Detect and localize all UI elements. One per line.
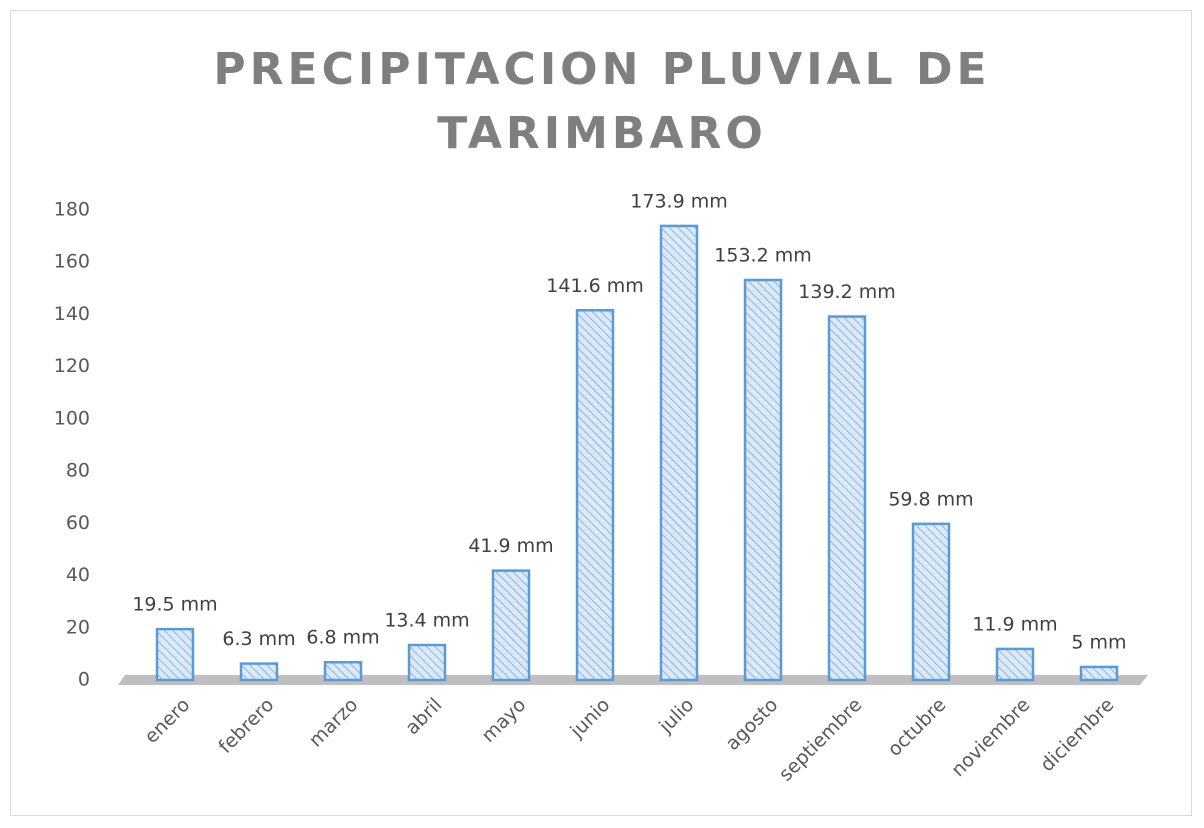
bar — [743, 278, 783, 682]
bar — [239, 662, 279, 682]
y-tick-label: 20 — [66, 616, 90, 638]
y-tick-label: 140 — [54, 303, 90, 325]
data-label: 13.4 mm — [384, 610, 469, 632]
bar — [575, 309, 615, 682]
x-tick-label: octubre — [883, 694, 950, 761]
data-label: 41.9 mm — [468, 535, 553, 557]
y-tick-label: 0 — [78, 669, 90, 691]
x-tick-label: abril — [401, 694, 446, 739]
x-tick-label: marzo — [305, 694, 363, 752]
bar — [827, 315, 867, 682]
bar — [659, 224, 699, 682]
x-tick-label: diciembre — [1036, 694, 1118, 776]
y-tick-label: 80 — [66, 460, 90, 482]
x-tick-label: julio — [654, 694, 698, 738]
chart-title: PRECIPITACION PLUVIAL DE TARIMBARO — [213, 44, 991, 159]
bar — [491, 569, 531, 682]
y-tick-label: 180 — [54, 199, 90, 221]
x-tick-label: agosto — [721, 694, 782, 755]
x-tick-label: noviembre — [947, 694, 1034, 781]
y-tick-label: 160 — [54, 251, 90, 273]
data-label: 5 mm — [1071, 631, 1126, 653]
y-tick-label: 60 — [66, 512, 90, 534]
bar — [911, 522, 951, 682]
x-tick-label: enero — [140, 694, 194, 748]
floor — [118, 675, 1148, 685]
bar — [323, 660, 363, 682]
data-label: 11.9 mm — [972, 613, 1057, 635]
bar — [1079, 665, 1119, 682]
data-label: 6.3 mm — [222, 628, 295, 650]
data-label: 19.5 mm — [132, 594, 217, 616]
data-label: 141.6 mm — [546, 275, 643, 297]
y-tick-label: 40 — [66, 564, 90, 586]
data-label: 153.2 mm — [714, 244, 811, 266]
chart-frame — [10, 10, 1192, 816]
x-tick-label: septiembre — [775, 694, 867, 786]
bar — [407, 643, 447, 682]
y-tick-label: 100 — [54, 407, 90, 429]
bar — [155, 627, 195, 682]
x-tick-label: junio — [565, 694, 614, 743]
x-tick-label: febrero — [214, 694, 278, 758]
bar — [995, 647, 1035, 682]
data-label: 6.8 mm — [306, 627, 379, 649]
x-tick-label: mayo — [477, 694, 530, 747]
data-label: 59.8 mm — [888, 488, 973, 510]
y-tick-label: 120 — [54, 355, 90, 377]
data-label: 139.2 mm — [798, 281, 895, 303]
data-label: 173.9 mm — [630, 190, 727, 212]
